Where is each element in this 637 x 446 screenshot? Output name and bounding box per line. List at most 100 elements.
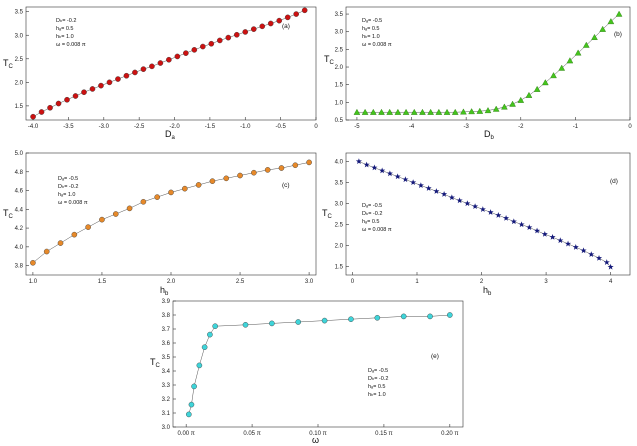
y-tick-label: 2.0 [335, 244, 344, 250]
data-point [394, 173, 401, 180]
panel-a-xlabel: Da [165, 129, 176, 141]
data-point [30, 113, 36, 120]
data-point [402, 176, 409, 183]
data-point [259, 23, 266, 30]
panel-e-xlabel: ω [312, 435, 319, 445]
x-tick-label: -3 [463, 124, 469, 130]
data-point [292, 162, 299, 168]
data-point [591, 33, 598, 40]
x-tick-label: 1.0 [29, 279, 38, 285]
x-tick-label: 2.0 [167, 279, 176, 285]
data-point [503, 215, 510, 221]
y-tick-label: 3.4 [162, 369, 171, 375]
data-point [71, 231, 78, 238]
data-point [81, 89, 87, 96]
panel-e: (e) TC ω Dₐ= -0.5 Dₕ= -0.2 hₐ= 0.5 hₕ= 1… [150, 299, 464, 445]
data-point [200, 43, 206, 50]
panel-c-marks [30, 159, 312, 266]
data-point [157, 60, 164, 66]
panel-d-ticks: 0 1 2 3 4 1.5 2.0 2.5 3.0 3.5 4.0 [335, 159, 613, 285]
x-tick-label: 2.5 [236, 279, 245, 285]
data-point [264, 167, 271, 173]
y-tick-label: 5.0 [15, 151, 24, 157]
data-point [250, 26, 257, 32]
x-tick-label: 3 [544, 279, 548, 285]
x-tick-label: -3.5 [63, 124, 74, 130]
y-tick-label: 3.5 [335, 12, 344, 18]
data-point [374, 314, 381, 321]
data-point [196, 362, 203, 369]
data-point [284, 14, 291, 21]
data-point [188, 401, 195, 408]
panel-d-note: hₐ= 0.5 [362, 219, 380, 225]
data-point [369, 108, 377, 115]
data-point [223, 175, 230, 182]
data-point [541, 230, 548, 237]
data-point [353, 108, 361, 115]
data-point [166, 56, 172, 63]
data-point [501, 103, 508, 110]
data-point [195, 182, 202, 188]
data-point [306, 159, 312, 166]
panel-a-marks [30, 7, 308, 120]
data-point [64, 96, 70, 103]
data-point [443, 108, 451, 115]
data-point [607, 18, 615, 25]
y-tick-label: 4.8 [15, 170, 24, 176]
y-tick-label: 1.5 [335, 83, 344, 89]
data-point [57, 240, 64, 246]
data-point [212, 323, 218, 330]
x-tick-label: -0.5 [275, 124, 286, 130]
panel-d-note: ω = 0.008 π [362, 227, 392, 233]
data-point [251, 169, 257, 176]
data-point [355, 158, 362, 164]
data-point [348, 316, 354, 323]
data-point [140, 66, 147, 72]
y-tick-label: 3.3 [162, 383, 171, 389]
data-point [487, 209, 494, 215]
y-tick-label: 2.0 [335, 65, 344, 71]
data-point [242, 321, 249, 328]
data-point [378, 108, 385, 115]
panel-c-xlabel: hb [160, 285, 169, 297]
data-point [479, 206, 486, 212]
data-point [517, 96, 525, 103]
data-point [525, 91, 533, 98]
data-point [456, 197, 463, 204]
x-tick-label: 4 [609, 279, 613, 285]
data-point [295, 319, 302, 325]
panel-b: (b) TC Db Dₐ= -0.5 hₐ= 0.5 hₕ= 1.0 ω = 0… [324, 6, 632, 141]
panel-a-note: Dₕ= -0.2 [56, 18, 76, 24]
data-point [417, 182, 424, 188]
data-point [433, 188, 440, 194]
data-point [510, 218, 517, 225]
y-tick-label: 3.7 [162, 327, 171, 333]
y-tick-label: 3.5 [162, 355, 171, 361]
panel-d-notes: Dₐ= -0.5 Dₕ= -0.2 hₐ= 0.5 ω = 0.008 π [362, 203, 392, 233]
data-point [419, 108, 426, 115]
y-tick-label: 3.0 [335, 201, 344, 207]
data-point [126, 205, 133, 212]
x-tick-label: 0.00 π [177, 431, 194, 437]
data-point [43, 248, 50, 255]
data-point [168, 189, 174, 196]
y-tick-label: 2.5 [15, 57, 24, 63]
data-point [448, 194, 455, 201]
data-point [201, 344, 208, 351]
data-point [572, 244, 579, 250]
panel-a: (a) TC Da Dₕ= -0.2 hₐ= 0.5 hₕ= 1.0 ω = 0… [3, 6, 318, 141]
y-tick-label: 3.5 [335, 180, 344, 186]
data-point [149, 63, 155, 70]
panel-b-note: ω = 0.008 π [362, 42, 392, 48]
data-point [599, 25, 607, 32]
y-tick-label: 3.9 [162, 299, 171, 305]
data-point [435, 108, 443, 115]
data-point [233, 31, 240, 38]
panel-b-note: hₕ= 1.0 [362, 34, 380, 40]
panel-c-notes: Dₐ= -0.5 Dₕ= -0.2 hₐ= 1.0 ω = 0.008 π [58, 176, 88, 206]
y-tick-label: 2.5 [335, 47, 344, 53]
panel-c-note: Dₐ= -0.5 [58, 176, 78, 182]
y-tick-label: 4.4 [15, 207, 24, 213]
panel-a-note: hₕ= 1.0 [56, 34, 74, 40]
data-point [278, 165, 285, 171]
